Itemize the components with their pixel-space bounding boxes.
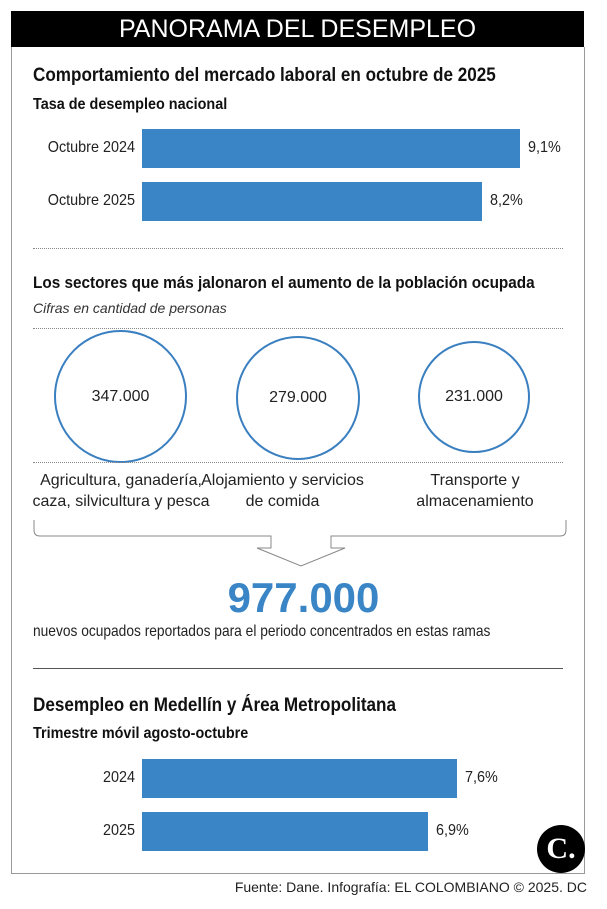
frame xyxy=(11,47,585,874)
category-label: Octubre 2024 xyxy=(47,138,135,156)
sector-circle: 231.000 xyxy=(418,341,530,453)
source-note: Fuente: Dane. Infografía: EL COLOMBIANO … xyxy=(234,879,587,895)
section1-title: Comportamiento del mercado laboral en oc… xyxy=(33,65,496,86)
total-caption: nuevos ocupados reportados para el perio… xyxy=(33,623,491,640)
section1-subtitle: Tasa de desempleo nacional xyxy=(33,96,228,113)
section2-subtitle: Cifras en cantidad de personas xyxy=(33,300,227,316)
el-colombiano-logo: C. xyxy=(537,825,585,873)
sector-value: 347.000 xyxy=(91,387,150,405)
data-label: 9,1% xyxy=(527,138,561,156)
bar xyxy=(142,812,429,851)
divider xyxy=(33,462,563,463)
data-label: 6,9% xyxy=(436,821,470,839)
sector-label: Transporte y almacenamiento xyxy=(416,472,534,510)
data-label: 8,2% xyxy=(490,191,524,209)
sector-value: 279.000 xyxy=(269,389,327,406)
bar xyxy=(142,759,458,798)
section2-title: Los sectores que más jalonaron el aument… xyxy=(33,273,535,292)
data-label: 7,6% xyxy=(465,768,499,786)
divider xyxy=(33,248,563,249)
total-value: 977.000 xyxy=(227,574,380,621)
bar xyxy=(142,182,483,221)
sector-label: Agricultura, ganadería, caza, silvicultu… xyxy=(32,472,210,510)
section3-title: Desempleo en Medellín y Área Metropolita… xyxy=(33,695,396,716)
sector-label: Alojamiento y servicios de comida xyxy=(201,472,364,510)
section3-subtitle: Trimestre móvil agosto-octubre xyxy=(33,725,249,742)
divider xyxy=(33,328,563,329)
sector-circle: 347.000 xyxy=(54,330,187,463)
header-title: PANORAMA DEL DESEMPLEO xyxy=(11,11,584,47)
sector-circle: 279.000 xyxy=(236,336,360,460)
sector-value: 231.000 xyxy=(445,388,503,405)
bracket-arrow xyxy=(33,520,567,567)
category-label: 2024 xyxy=(102,768,135,786)
category-label: 2025 xyxy=(102,821,135,839)
divider xyxy=(33,668,563,669)
category-label: Octubre 2025 xyxy=(47,191,135,209)
bar xyxy=(142,129,520,168)
